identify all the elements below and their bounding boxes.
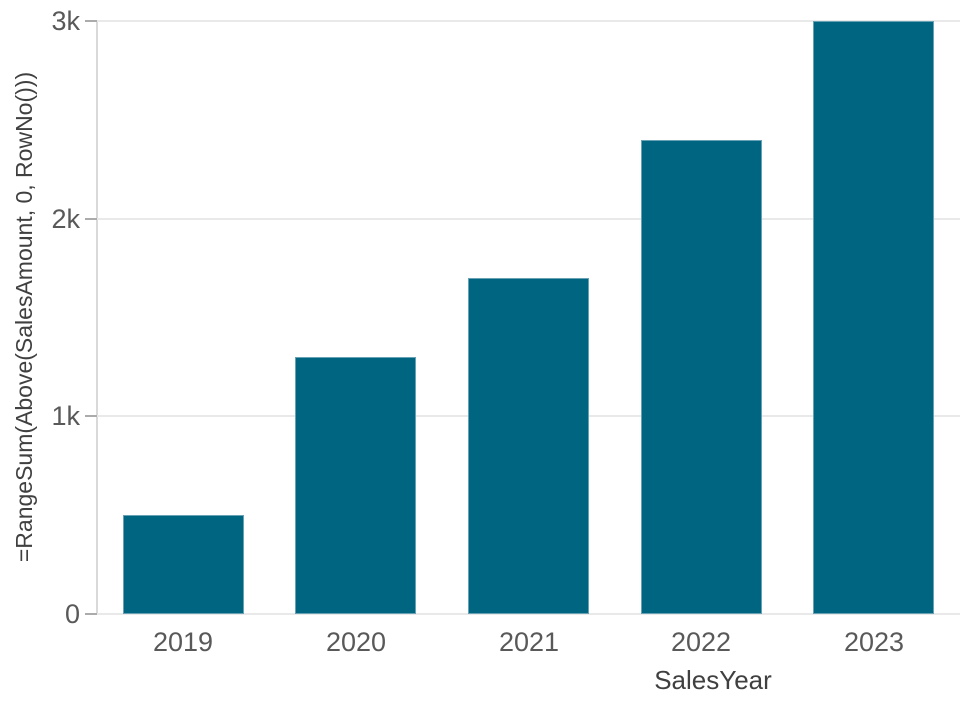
y-tick-label-1k: 1k (51, 401, 80, 431)
y-tick-mark-0 (85, 613, 97, 615)
y-tick-mark-2k (85, 218, 97, 220)
gridline-2k (97, 218, 960, 220)
x-tick-label-2022: 2022 (670, 627, 732, 657)
bar-2019[interactable] (123, 515, 244, 614)
plot-area (97, 20, 960, 615)
bar-2022[interactable] (641, 140, 762, 614)
x-tick-label-2019: 2019 (152, 627, 214, 657)
bar-2021[interactable] (468, 278, 589, 614)
y-axis-title: =RangeSum(Above(SalesAmount, 0, RowNo())… (11, 71, 37, 563)
x-tick-label-2020: 2020 (325, 627, 387, 657)
y-tick-label-3k: 3k (51, 6, 80, 36)
bar-2020[interactable] (295, 357, 416, 614)
y-tick-mark-1k (85, 415, 97, 417)
x-axis-title: SalesYear (654, 665, 772, 695)
x-tick-label-2021: 2021 (498, 627, 560, 657)
bar-2023[interactable] (813, 21, 934, 614)
gridline-3k (97, 20, 960, 22)
gridline-0 (97, 613, 960, 615)
y-tick-label-2k: 2k (51, 204, 80, 234)
x-tick-label-2023: 2023 (843, 627, 905, 657)
y-axis-line (96, 21, 98, 614)
y-tick-mark-3k (85, 20, 97, 22)
y-tick-label-0: 0 (64, 599, 80, 629)
